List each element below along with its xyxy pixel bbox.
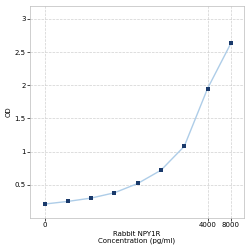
Point — [66, 200, 70, 203]
Point — [112, 191, 116, 195]
Point — [182, 144, 186, 148]
X-axis label: Rabbit NPY1R
Concentration (pg/ml): Rabbit NPY1R Concentration (pg/ml) — [98, 231, 176, 244]
Point — [159, 168, 163, 172]
Point — [42, 202, 46, 206]
Point — [206, 86, 210, 90]
Y-axis label: OD: OD — [6, 106, 12, 117]
Point — [229, 42, 233, 46]
Point — [136, 182, 140, 186]
Point — [89, 196, 93, 200]
